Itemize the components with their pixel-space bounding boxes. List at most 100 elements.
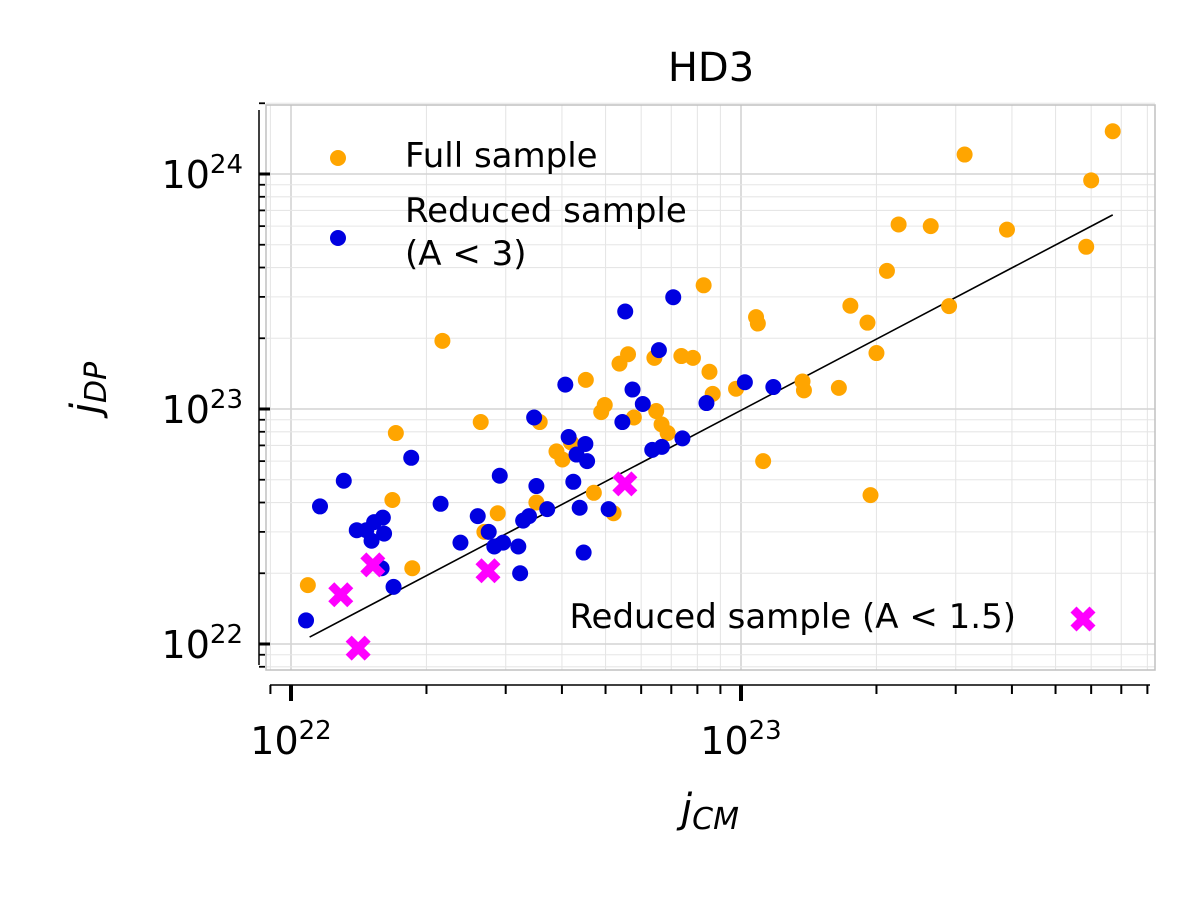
- fit-line: [309, 214, 1114, 638]
- full-sample-point: [299, 577, 316, 594]
- full-sample-point: [868, 345, 885, 362]
- x-marker-stroke: [345, 635, 371, 661]
- x-marker-stroke: [1070, 606, 1096, 632]
- reduced-sample-15-point: [328, 582, 354, 608]
- full-sample-point: [404, 560, 421, 577]
- reduced-sample-point: [491, 467, 508, 484]
- full-sample-point: [585, 484, 602, 501]
- reduced-sample-point: [571, 499, 588, 516]
- full-sample-point: [922, 218, 939, 235]
- y-tick-label-exponent: 22: [210, 620, 243, 650]
- full-sample-point: [701, 363, 718, 380]
- full-sample-point: [384, 491, 401, 508]
- reduced-sample-point: [577, 435, 594, 452]
- reduced-sample-point: [298, 612, 315, 629]
- reduced-sample-point: [495, 534, 512, 551]
- reduced-sample-point: [510, 538, 527, 555]
- reduced-sample-point: [363, 532, 380, 549]
- legend-label-reduced-sample-line1: Reduced sample: [405, 191, 687, 231]
- x-marker-stroke: [475, 558, 501, 584]
- y-tick-label-exponent: 24: [210, 150, 243, 180]
- x-tick-label-base: 10: [250, 719, 298, 763]
- reduced-sample-point: [653, 438, 670, 455]
- full-sample-point: [387, 425, 404, 442]
- reduced-sample-point: [312, 498, 329, 515]
- x-tick-label: 1023: [700, 716, 781, 763]
- legend-label-reduced-sample-15: Reduced sample (A < 1.5): [569, 597, 1016, 637]
- full-sample-point: [1104, 123, 1121, 140]
- reduced-sample-point: [565, 473, 582, 490]
- reduced-sample-point: [634, 396, 651, 413]
- reduced-sample-point: [736, 374, 753, 391]
- grid: [266, 102, 1155, 670]
- reduced-sample-15-point: [475, 558, 501, 584]
- full-sample-point: [998, 221, 1015, 238]
- full-sample-point: [1078, 238, 1095, 255]
- y-axis-label: jDP: [63, 361, 114, 419]
- reduced-sample-point: [376, 525, 393, 542]
- full-sample-point: [890, 216, 907, 233]
- x-axis-label: jCM: [676, 786, 739, 837]
- axes: [258, 102, 1150, 701]
- y-tick-label: 1024: [162, 150, 243, 197]
- full-sample-point: [795, 382, 812, 399]
- reduced-sample-point: [650, 342, 667, 359]
- full-sample-point: [577, 371, 594, 388]
- chart-title: HD3: [668, 45, 754, 91]
- reduced-sample-point: [600, 501, 617, 518]
- y-axis-label-sub: DP: [79, 361, 114, 403]
- full-sample-point: [862, 487, 879, 504]
- legend: Full sample Reduced sample (A < 3) Reduc…: [330, 136, 1096, 637]
- reduced-sample-point: [539, 501, 556, 518]
- reduced-sample-point: [698, 395, 715, 412]
- reduced-sample-15-point: [612, 471, 638, 497]
- x-tick-label-exponent: 22: [299, 716, 332, 746]
- y-tick-label-base: 10: [162, 388, 210, 432]
- x-axis-label-main: j: [676, 786, 693, 832]
- full-sample-point: [842, 297, 859, 314]
- reduced-sample-point: [617, 303, 634, 320]
- reduced-sample-point: [385, 578, 402, 595]
- reduced-sample-15-point: [360, 552, 386, 578]
- full-sample-point: [684, 349, 701, 366]
- full-sample-point: [596, 396, 613, 413]
- reduced-sample-point: [579, 453, 596, 470]
- legend-marker-reduced-sample: [330, 230, 346, 246]
- legend-marker-full-sample: [330, 150, 346, 166]
- full-sample-point: [749, 315, 766, 332]
- y-tick-label-base: 10: [162, 623, 210, 667]
- full-sample-point: [695, 277, 712, 294]
- full-sample-point: [489, 505, 506, 522]
- full-sample-point: [648, 403, 665, 420]
- y-tick-label: 1023: [162, 385, 243, 432]
- reduced-sample-point: [575, 544, 592, 561]
- reduced-sample-point: [560, 429, 577, 446]
- reduced-sample-point: [528, 478, 545, 495]
- legend-label-reduced-sample-line2: (A < 3): [405, 234, 527, 274]
- full-sample-point: [878, 262, 895, 279]
- reduced-sample-point: [335, 472, 352, 489]
- reduced-sample-point: [432, 495, 449, 512]
- x-marker-stroke: [328, 582, 354, 608]
- full-sample-point: [755, 453, 772, 470]
- reduced-sample-point: [512, 565, 529, 582]
- x-marker-stroke: [360, 552, 386, 578]
- fit-line-group: [309, 214, 1114, 638]
- full-sample-point: [659, 425, 676, 442]
- legend-x-glyph: [1070, 606, 1096, 632]
- legend-label-full-sample: Full sample: [405, 136, 598, 176]
- x-tick-label-base: 10: [700, 719, 748, 763]
- reduced-sample-point: [674, 430, 691, 447]
- full-sample-point: [554, 451, 571, 468]
- plot-frame: [265, 104, 1156, 671]
- x-marker-stroke: [612, 471, 638, 497]
- reduced-sample-15-point: [345, 635, 371, 661]
- full-sample-point: [434, 332, 451, 349]
- y-tick-label-exponent: 23: [210, 385, 243, 415]
- full-sample-point: [941, 298, 958, 315]
- reduced-sample-point: [374, 509, 391, 526]
- x-tick-label: 1022: [250, 716, 331, 763]
- reduced-sample-point: [557, 376, 574, 393]
